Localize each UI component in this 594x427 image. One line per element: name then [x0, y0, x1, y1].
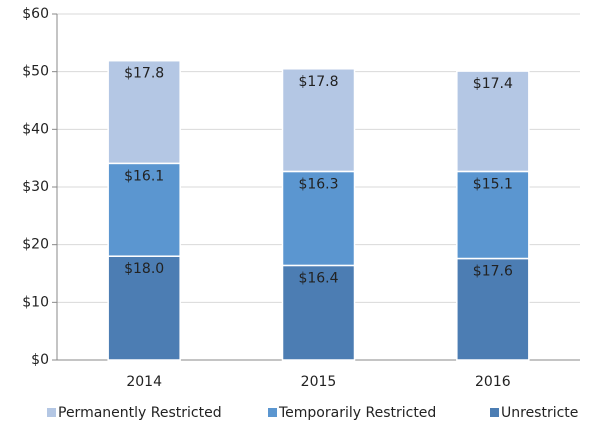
data-label: $16.4 — [298, 270, 338, 286]
data-label: $17.8 — [124, 66, 164, 82]
data-label: $17.6 — [473, 264, 513, 280]
bar-segment — [456, 170, 530, 260]
legend-swatch — [490, 408, 499, 417]
x-tick-label: 2016 — [475, 374, 511, 390]
data-label: $18.0 — [124, 261, 164, 277]
bar-segment — [107, 162, 181, 257]
bar-segment — [107, 59, 181, 165]
legend-label: Unrestricte — [501, 405, 578, 421]
bar-segment — [281, 264, 356, 361]
legend-swatch — [268, 408, 277, 417]
y-tick-label: $0 — [31, 352, 49, 368]
y-tick-label: $10 — [22, 294, 49, 310]
data-label: $16.3 — [298, 176, 338, 192]
bar-segment — [281, 68, 356, 173]
legend-label: Temporarily Restricted — [278, 405, 436, 421]
y-tick-label: $40 — [22, 121, 49, 137]
x-tick-label: 2014 — [126, 374, 162, 390]
data-label: $15.1 — [473, 176, 513, 192]
legend-label: Permanently Restricted — [58, 405, 222, 421]
data-label: $17.8 — [298, 74, 338, 90]
y-tick-label: $30 — [22, 179, 49, 195]
y-tick-label: $20 — [22, 237, 49, 253]
bar-segment — [281, 170, 356, 267]
legend-swatch — [47, 408, 56, 417]
data-label: $16.1 — [124, 168, 164, 184]
y-tick-label: $50 — [22, 64, 49, 80]
bar-segment — [107, 255, 181, 361]
y-tick-label: $60 — [22, 6, 49, 22]
data-label: $17.4 — [473, 76, 513, 92]
x-tick-label: 2015 — [301, 374, 337, 390]
bar-segment — [456, 70, 530, 173]
